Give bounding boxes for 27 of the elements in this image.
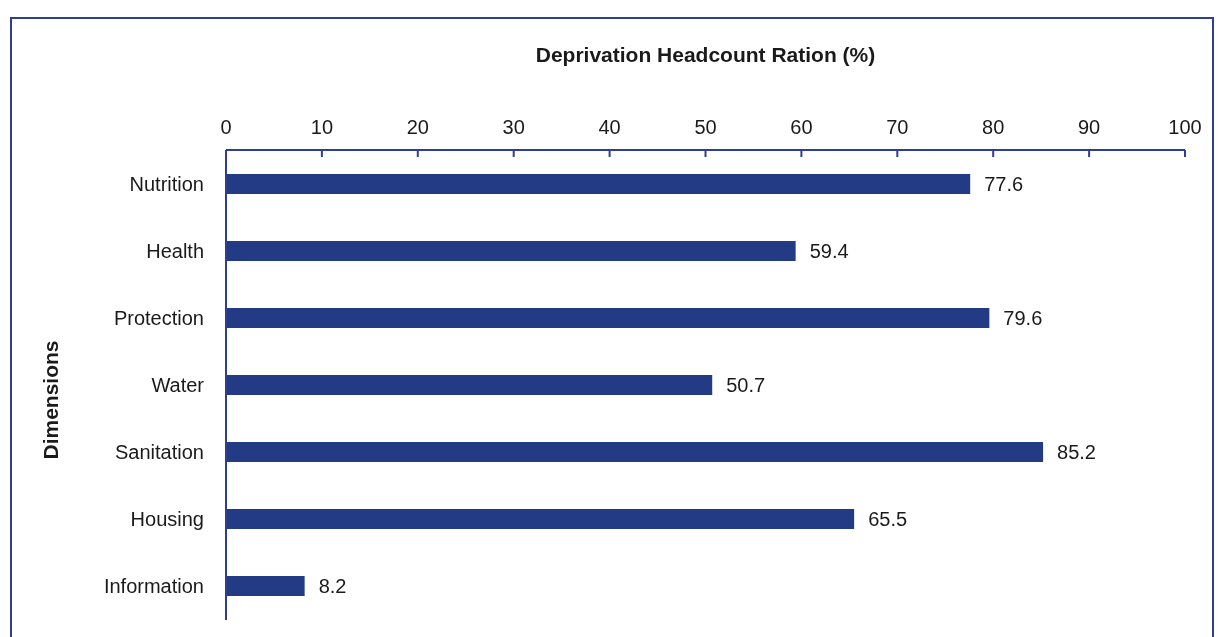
y-tick-label: Housing <box>130 508 204 530</box>
x-tick-label: 30 <box>502 116 525 138</box>
y-tick-label: Nutrition <box>129 173 204 195</box>
data-label: 79.6 <box>1003 307 1043 329</box>
x-tick-label: 0 <box>220 116 232 138</box>
x-tick-label: 50 <box>694 116 717 138</box>
y-tick-label: Protection <box>113 307 204 329</box>
chart-title: Deprivation Headcount Ration (%) <box>535 43 876 66</box>
y-axis-title: Dimensions <box>39 340 62 460</box>
x-tick-label: 90 <box>1077 116 1101 138</box>
y-tick-label: Health <box>146 240 204 262</box>
data-label: 59.4 <box>809 240 849 262</box>
data-label: 85.2 <box>1057 441 1097 463</box>
x-tick-label: 10 <box>310 116 334 138</box>
y-tick-label: Information <box>103 575 204 597</box>
data-label: 77.6 <box>984 173 1024 195</box>
data-label: 8.2 <box>318 575 347 597</box>
data-label: 65.5 <box>868 508 908 530</box>
x-tick-label: 20 <box>406 116 429 138</box>
y-tick-label: Water <box>151 374 205 396</box>
x-tick-label: 80 <box>982 116 1005 138</box>
y-tick-label: Sanitation <box>115 441 204 463</box>
x-tick-label: 40 <box>598 116 621 138</box>
data-label: 50.7 <box>726 374 766 396</box>
x-tick-label: 100 <box>1168 116 1202 138</box>
x-tick-label: 70 <box>886 116 909 138</box>
x-tick-label: 60 <box>790 116 813 138</box>
